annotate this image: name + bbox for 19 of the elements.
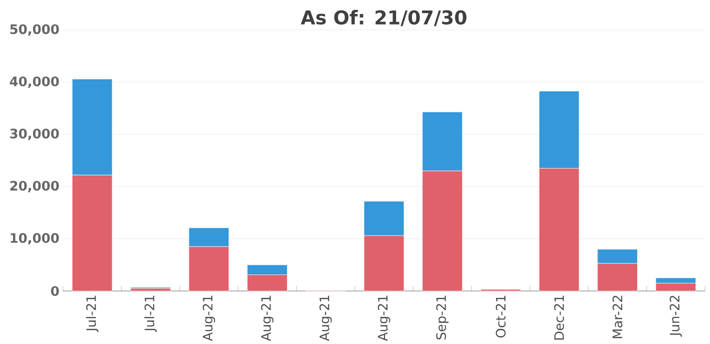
y-tick-label: 10,000 bbox=[10, 233, 59, 245]
chart-title: As Of: 21/07/30 bbox=[300, 10, 466, 26]
y-tick-label: 40,000 bbox=[10, 76, 59, 88]
x-tick-label: Jun-22 bbox=[670, 296, 682, 337]
x-tick-label: Sep-21 bbox=[436, 296, 449, 340]
x-tick-label: Aug-21 bbox=[319, 296, 332, 342]
x-tick-label: Aug-21 bbox=[378, 296, 390, 342]
x-tick-label: Aug-21 bbox=[202, 296, 216, 342]
x-tick-label: Oct-21 bbox=[496, 296, 506, 338]
x-tick-label: Jul-21 bbox=[86, 296, 98, 332]
y-tick-label: 0 bbox=[51, 286, 59, 296]
x-tick-label: Aug-21 bbox=[261, 296, 274, 342]
y-tick-label: 50,000 bbox=[10, 24, 59, 36]
x-tick-label: Dec-21 bbox=[554, 296, 564, 340]
x-tick-label: Mar-22 bbox=[612, 296, 622, 338]
y-tick-label: 30,000 bbox=[10, 128, 59, 140]
x-tick-label: Jul-21 bbox=[144, 296, 157, 332]
bar bbox=[130, 288, 171, 292]
y-tick-label: 20,000 bbox=[10, 180, 59, 192]
